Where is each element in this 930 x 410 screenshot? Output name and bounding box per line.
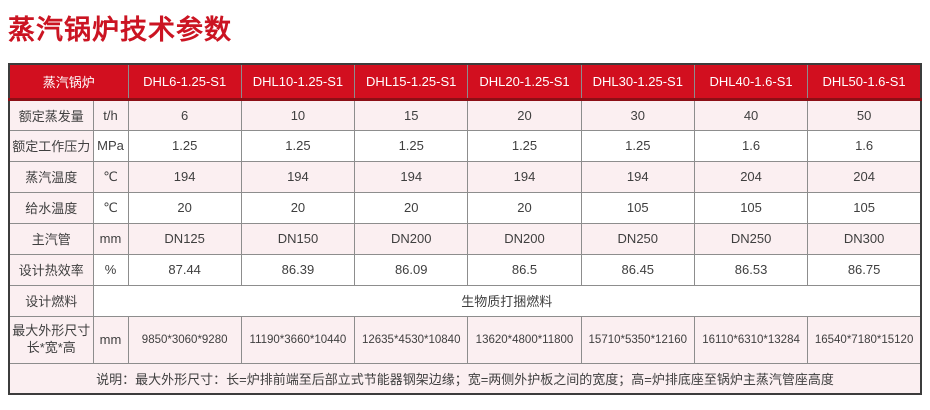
fuel-merged-cell: 生物质打捆燃料 [92, 284, 922, 317]
cell-value: 15 [354, 98, 469, 131]
row-label-line1: 最大外形尺寸 [12, 323, 91, 339]
cell-value: 20 [127, 191, 242, 224]
page: 蒸汽锅炉技术参数 蒸汽锅炉 DHL6-1.25-S1 DHL10-1.25-S1… [8, 15, 922, 395]
cell-value: 1.6 [807, 129, 922, 162]
cell-value: DN200 [354, 222, 469, 255]
cell-value: 194 [467, 160, 582, 193]
cell-value: 86.39 [240, 253, 356, 286]
table-row-design-efficiency: 设计热效率 % 87.44 86.39 86.09 86.5 86.45 86.… [8, 253, 922, 286]
table-row-working-pressure: 额定工作压力 MPa 1.25 1.25 1.25 1.25 1.25 1.6 … [8, 129, 922, 162]
row-label-line2: 长*宽*高 [26, 339, 76, 355]
cell-value: 16540*7180*15120 [807, 315, 922, 364]
row-label: 主汽管 [8, 222, 94, 255]
cell-value: DN250 [580, 222, 695, 255]
cell-value: 1.25 [240, 129, 356, 162]
model-header: DHL6-1.25-S1 [127, 63, 242, 101]
cell-value: 194 [580, 160, 695, 193]
table-row-design-fuel: 设计燃料 生物质打捆燃料 [8, 284, 922, 317]
cell-value: DN200 [467, 222, 582, 255]
cell-value: 204 [807, 160, 922, 193]
cell-value: 10 [240, 98, 356, 131]
model-header: DHL10-1.25-S1 [240, 63, 356, 101]
row-unit: MPa [92, 129, 129, 162]
cell-value: 194 [240, 160, 356, 193]
cell-value: 204 [693, 160, 809, 193]
cell-value: 86.5 [467, 253, 582, 286]
cell-value: 86.53 [693, 253, 809, 286]
cell-value: 105 [807, 191, 922, 224]
cell-value: 1.25 [127, 129, 242, 162]
table-row-rated-evaporation: 额定蒸发量 t/h 6 10 15 20 30 40 50 [8, 98, 922, 131]
table-row-main-steam-pipe: 主汽管 mm DN125 DN150 DN200 DN200 DN250 DN2… [8, 222, 922, 255]
cell-value: 30 [580, 98, 695, 131]
model-header: DHL15-1.25-S1 [354, 63, 469, 101]
model-header: DHL40-1.6-S1 [693, 63, 809, 101]
row-unit: t/h [92, 98, 129, 131]
cell-value: 40 [693, 98, 809, 131]
cell-value: 16110*6310*13284 [693, 315, 809, 364]
cell-value: DN300 [807, 222, 922, 255]
row-label: 额定工作压力 [8, 129, 94, 162]
row-label: 蒸汽温度 [8, 160, 94, 193]
cell-value: 20 [240, 191, 356, 224]
row-unit: ℃ [92, 160, 129, 193]
cell-value: 20 [467, 98, 582, 131]
header-row: 蒸汽锅炉 DHL6-1.25-S1 DHL10-1.25-S1 DHL15-1.… [8, 63, 922, 101]
cell-value: DN250 [693, 222, 809, 255]
note-text: 说明：最大外形尺寸：长=炉排前端至后部立式节能器钢架边缘；宽=两侧外护板之间的宽… [8, 362, 922, 395]
corner-header-cell: 蒸汽锅炉 [8, 63, 129, 101]
row-unit: % [92, 253, 129, 286]
cell-value: 1.6 [693, 129, 809, 162]
cell-value: 11190*3660*10440 [240, 315, 356, 364]
table-row-note: 说明：最大外形尺寸：长=炉排前端至后部立式节能器钢架边缘；宽=两侧外护板之间的宽… [8, 362, 922, 395]
cell-value: 86.09 [354, 253, 469, 286]
boiler-spec-table: 蒸汽锅炉 DHL6-1.25-S1 DHL10-1.25-S1 DHL15-1.… [8, 63, 922, 395]
cell-value: 50 [807, 98, 922, 131]
model-header: DHL30-1.25-S1 [580, 63, 695, 101]
cell-value: 1.25 [354, 129, 469, 162]
cell-value: 13620*4800*11800 [467, 315, 582, 364]
cell-value: 15710*5350*12160 [580, 315, 695, 364]
model-header: DHL20-1.25-S1 [467, 63, 582, 101]
cell-value: 105 [580, 191, 695, 224]
cell-value: 9850*3060*9280 [127, 315, 242, 364]
cell-value: 20 [354, 191, 469, 224]
cell-value: 1.25 [580, 129, 695, 162]
page-title: 蒸汽锅炉技术参数 [8, 15, 232, 45]
row-label: 设计热效率 [8, 253, 94, 286]
row-label: 设计燃料 [8, 284, 94, 317]
row-label: 给水温度 [8, 191, 94, 224]
row-label: 额定蒸发量 [8, 98, 94, 131]
table-header: 蒸汽锅炉 DHL6-1.25-S1 DHL10-1.25-S1 DHL15-1.… [8, 63, 922, 101]
row-unit: mm [92, 315, 129, 364]
model-header: DHL50-1.6-S1 [807, 63, 922, 101]
table-row-max-dimensions: 最大外形尺寸 长*宽*高 mm 9850*3060*9280 11190*366… [8, 315, 922, 364]
cell-value: 194 [354, 160, 469, 193]
cell-value: 6 [127, 98, 242, 131]
table-row-steam-temperature: 蒸汽温度 ℃ 194 194 194 194 194 204 204 [8, 160, 922, 193]
cell-value: 87.44 [127, 253, 242, 286]
cell-value: 194 [127, 160, 242, 193]
cell-value: 86.45 [580, 253, 695, 286]
cell-value: 20 [467, 191, 582, 224]
table-row-feedwater-temperature: 给水温度 ℃ 20 20 20 20 105 105 105 [8, 191, 922, 224]
row-unit: ℃ [92, 191, 129, 224]
cell-value: DN150 [240, 222, 356, 255]
cell-value: 1.25 [467, 129, 582, 162]
row-label: 最大外形尺寸 长*宽*高 [8, 315, 94, 364]
cell-value: 12635*4530*10840 [354, 315, 469, 364]
cell-value: 105 [693, 191, 809, 224]
row-unit: mm [92, 222, 129, 255]
cell-value: 86.75 [807, 253, 922, 286]
cell-value: DN125 [127, 222, 242, 255]
